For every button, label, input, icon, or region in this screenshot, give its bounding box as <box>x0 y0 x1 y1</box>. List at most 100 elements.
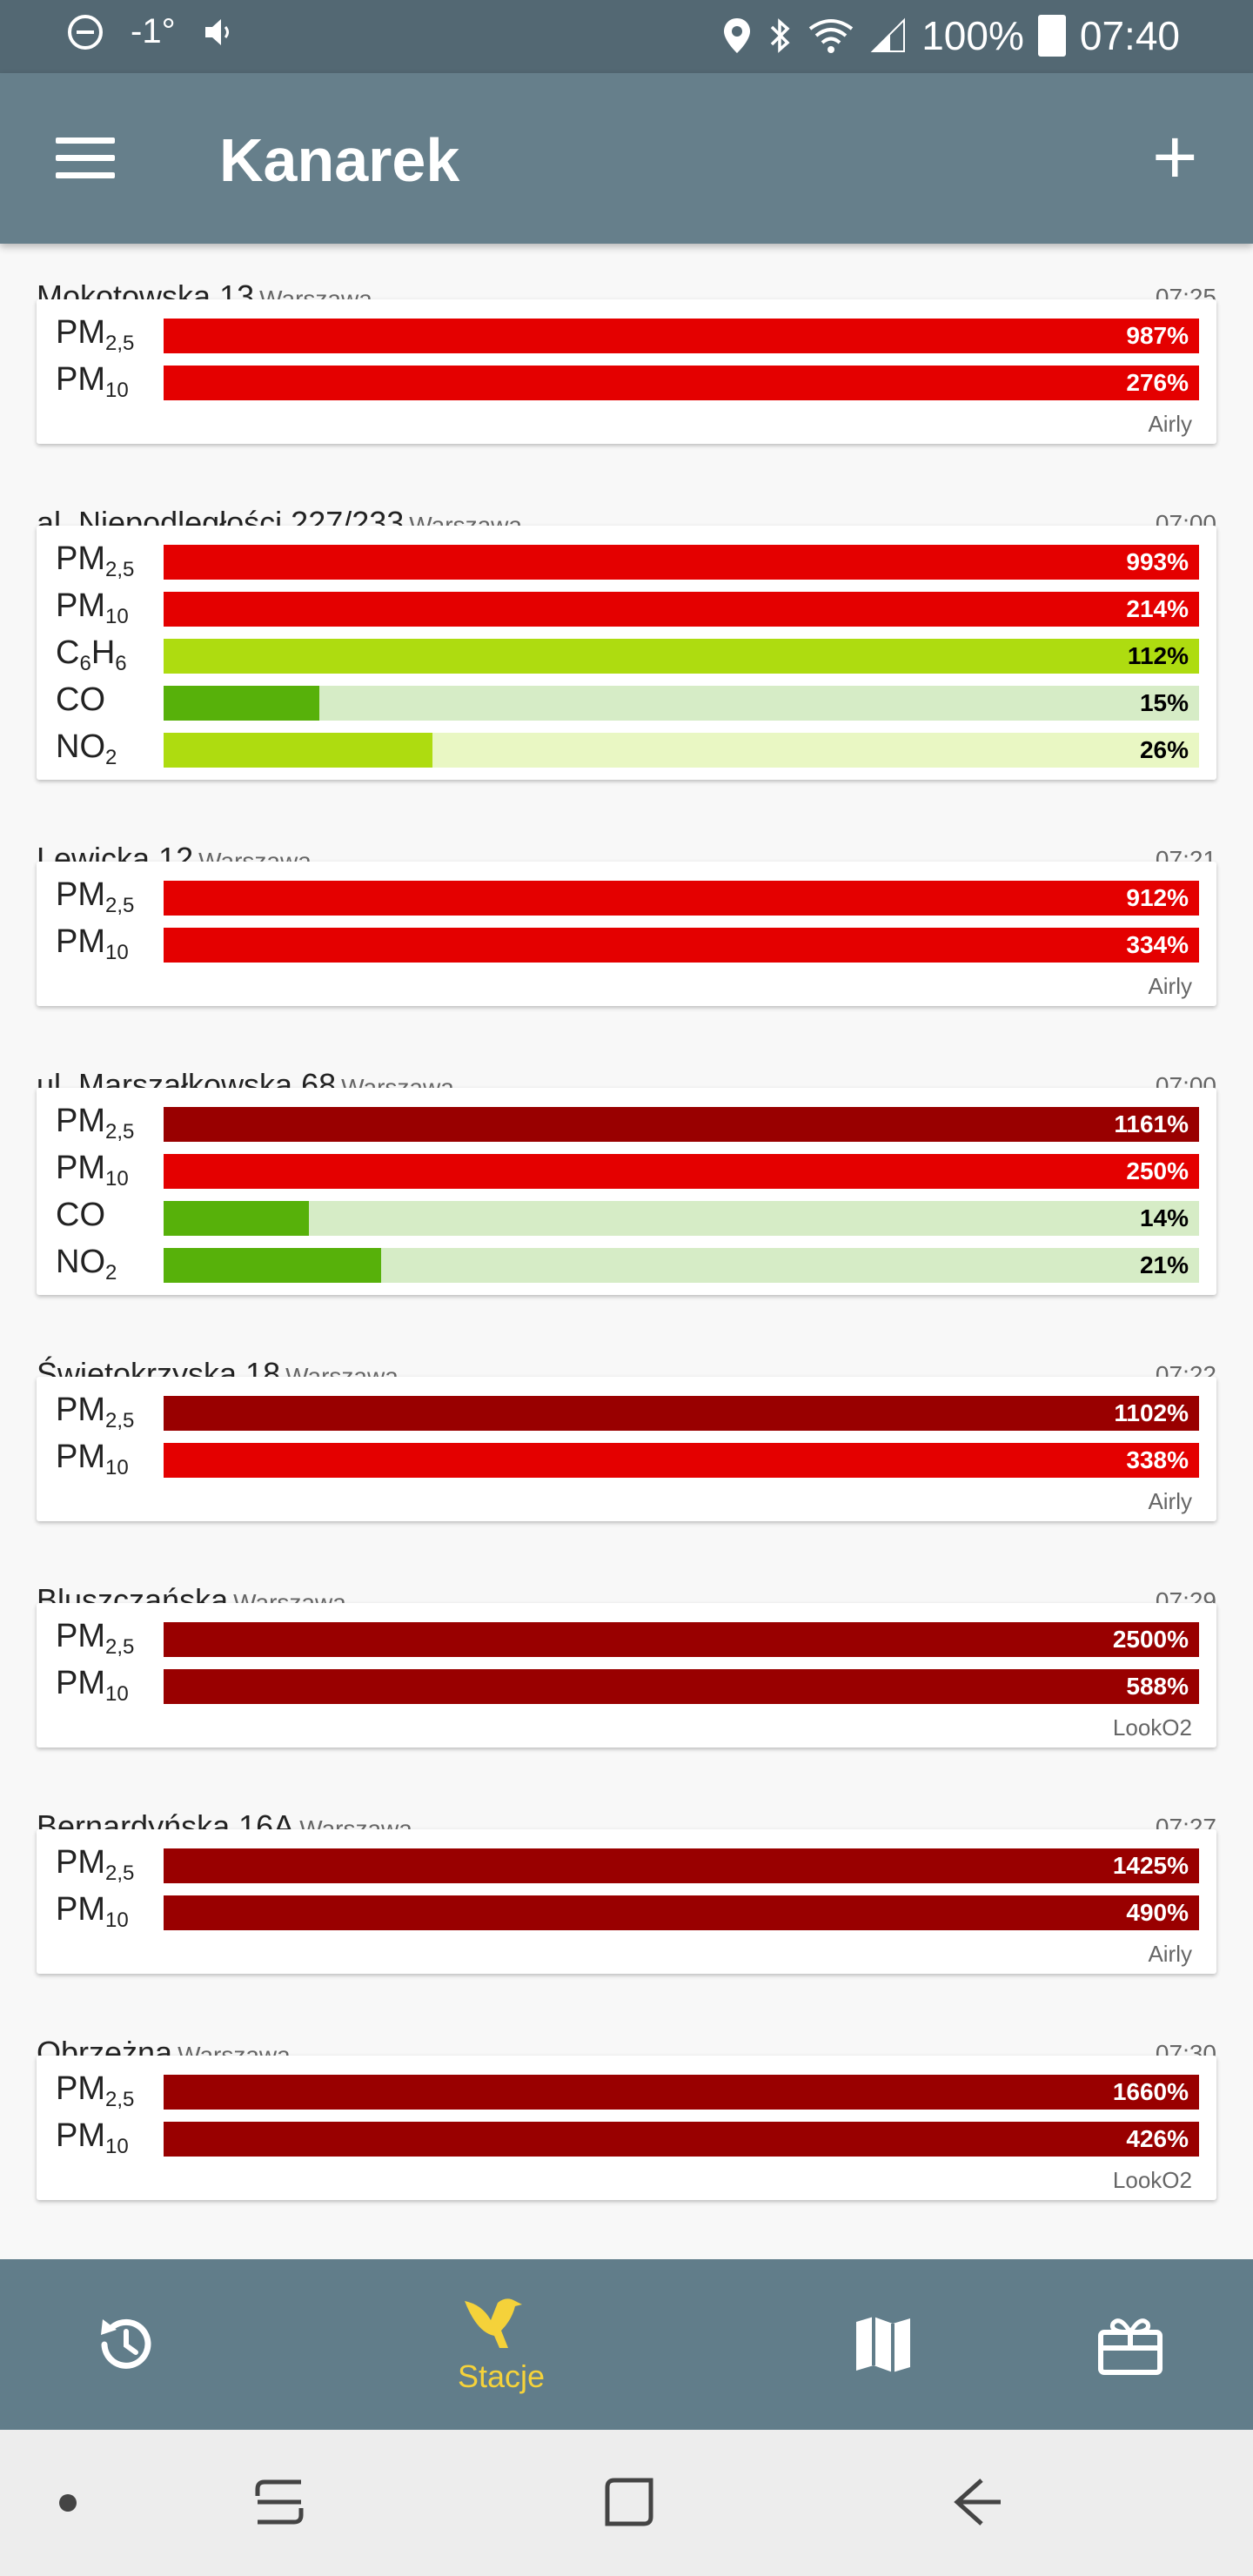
measurement-row: PM2,5 1102% <box>37 1389 1216 1436</box>
history-icon <box>101 2318 151 2369</box>
level-bar-fill <box>164 1622 1199 1657</box>
level-bar: 112% <box>164 639 1199 674</box>
level-percent: 250% <box>1126 1157 1189 1184</box>
level-bar-fill <box>164 1248 381 1283</box>
dot-icon[interactable] <box>57 2492 78 2513</box>
level-bar: 1161% <box>164 1107 1199 1142</box>
level-percent: 588% <box>1126 1673 1189 1700</box>
level-bar: 26% <box>164 733 1199 768</box>
measurement-row: PM10 250% <box>37 1147 1216 1194</box>
station-entry[interactable]: Świętokrzyska 18Warszawa07:22PM2,51102%P… <box>0 1321 1253 1521</box>
level-bar-fill <box>164 639 1199 674</box>
home-icon[interactable] <box>602 2475 656 2529</box>
pollutant-label: PM10 <box>56 2117 129 2158</box>
pollutant-label: PM10 <box>56 587 129 628</box>
level-percent: 1660% <box>1112 2078 1189 2105</box>
measurement-card[interactable]: PM2,5 1660% PM10 426% LookO2 <box>37 2056 1216 2200</box>
measurement-card[interactable]: PM2,5 993% PM10 214% C6H6 112% CO 15% NO2 26% <box>37 526 1216 780</box>
measurement-row: PM10 334% <box>37 921 1216 968</box>
level-percent: 987% <box>1126 322 1189 349</box>
station-header: Lewicka 12Warszawa07:21 <box>0 806 1253 876</box>
measurement-row: PM10 490% <box>37 1888 1216 1935</box>
pollutant-label: PM2,5 <box>56 1618 135 1659</box>
level-bar: 276% <box>164 366 1199 400</box>
station-entry[interactable]: al. Niepodległości 227/233Warszawa07:00P… <box>0 470 1253 780</box>
level-bar-fill <box>164 1201 309 1236</box>
level-percent: 2500% <box>1112 1626 1189 1653</box>
pollutant-label: C6H6 <box>56 634 127 675</box>
measurement-card[interactable]: PM2,5 2500% PM10 588% LookO2 <box>37 1603 1216 1748</box>
pollutant-label: PM10 <box>56 1891 129 1932</box>
measurement-row: NO2 26% <box>37 726 1216 773</box>
measurement-card[interactable]: PM2,5 1102% PM10 338% Airly <box>37 1377 1216 1521</box>
level-bar: 334% <box>164 928 1199 963</box>
level-percent: 426% <box>1126 2125 1189 2152</box>
status-bar: -1° 100% 07:40 <box>0 0 1253 73</box>
app-bar: Kanarek + <box>0 73 1253 244</box>
station-entry[interactable]: Królewicza Jakuba 28Warszawa07:28 <box>0 2226 1253 2259</box>
level-percent: 993% <box>1126 548 1189 575</box>
level-bar-fill <box>164 1396 1199 1431</box>
level-bar: 338% <box>164 1443 1199 1478</box>
pollutant-label: PM2,5 <box>56 314 135 355</box>
measurement-card[interactable]: PM2,5 987% PM10 276% Airly <box>37 299 1216 444</box>
data-source: LookO2 <box>1112 1714 1192 1741</box>
add-station-button[interactable]: + <box>1152 114 1198 201</box>
level-bar-fill <box>164 881 1199 916</box>
level-bar: 1660% <box>164 2075 1199 2110</box>
measurement-card[interactable]: PM2,5 1161% PM10 250% CO 14% NO2 21% <box>37 1088 1216 1295</box>
level-bar-fill <box>164 2075 1199 2110</box>
back-icon[interactable] <box>952 2475 1006 2529</box>
pollutant-label: CO <box>56 681 105 718</box>
pollutant-label: PM2,5 <box>56 1103 135 1144</box>
station-header: ul. Marszałkowska 68Warszawa07:00 <box>0 1032 1253 1103</box>
level-bar-fill <box>164 1154 1199 1189</box>
measurement-row: PM2,5 1161% <box>37 1100 1216 1147</box>
level-percent: 14% <box>1139 1204 1189 1231</box>
station-list[interactable]: Mokotowska 13Warszawa07:25PM2,5987%PM102… <box>0 244 1253 2259</box>
app-title: Kanarek <box>219 126 460 194</box>
pollutant-label: PM10 <box>56 361 129 402</box>
level-percent: 490% <box>1126 1899 1189 1926</box>
pollutant-label: PM10 <box>56 1439 129 1479</box>
level-bar-fill <box>164 366 1199 400</box>
nav-history[interactable] <box>78 2259 174 2430</box>
measurement-card[interactable]: PM2,5 1425% PM10 490% Airly <box>37 1829 1216 1974</box>
measurement-card[interactable]: PM2,5 912% PM10 334% Airly <box>37 862 1216 1006</box>
level-percent: 26% <box>1139 736 1189 763</box>
menu-icon[interactable] <box>56 138 115 179</box>
level-bar-fill <box>164 2122 1199 2157</box>
pollutant-label: PM2,5 <box>56 1392 135 1432</box>
level-bar-fill <box>164 1895 1199 1930</box>
level-bar: 15% <box>164 686 1199 721</box>
recent-apps-icon[interactable] <box>252 2475 306 2529</box>
station-entry[interactable]: Bernardyńska 16AWarszawa07:27PM2,51425%P… <box>0 1774 1253 1974</box>
bottom-navigation: Stacje <box>0 2259 1253 2430</box>
measurement-row: PM10 588% <box>37 1662 1216 1709</box>
pollutant-label: PM2,5 <box>56 540 135 581</box>
level-bar-fill <box>164 686 319 721</box>
level-bar-fill <box>164 1848 1199 1883</box>
nav-gift[interactable] <box>1091 2259 1169 2430</box>
pollutant-label: PM2,5 <box>56 876 135 917</box>
level-bar: 1425% <box>164 1848 1199 1883</box>
measurement-row: CO 14% <box>37 1194 1216 1241</box>
pollutant-label: PM10 <box>56 923 129 964</box>
level-percent: 1102% <box>1114 1399 1189 1426</box>
volume-icon <box>204 18 229 45</box>
measurement-row: PM2,5 987% <box>37 312 1216 359</box>
nav-map[interactable] <box>844 2259 922 2430</box>
pollutant-label: CO <box>56 1197 105 1233</box>
nav-stations[interactable]: Stacje <box>432 2259 571 2430</box>
level-bar: 490% <box>164 1895 1199 1930</box>
level-percent: 276% <box>1126 369 1189 396</box>
bird-icon <box>465 2298 522 2348</box>
station-header: Bernardyńska 16AWarszawa07:27 <box>0 1774 1253 1844</box>
measurement-row: PM2,5 1660% <box>37 2068 1216 2115</box>
pollutant-label: NO2 <box>56 1244 117 1285</box>
